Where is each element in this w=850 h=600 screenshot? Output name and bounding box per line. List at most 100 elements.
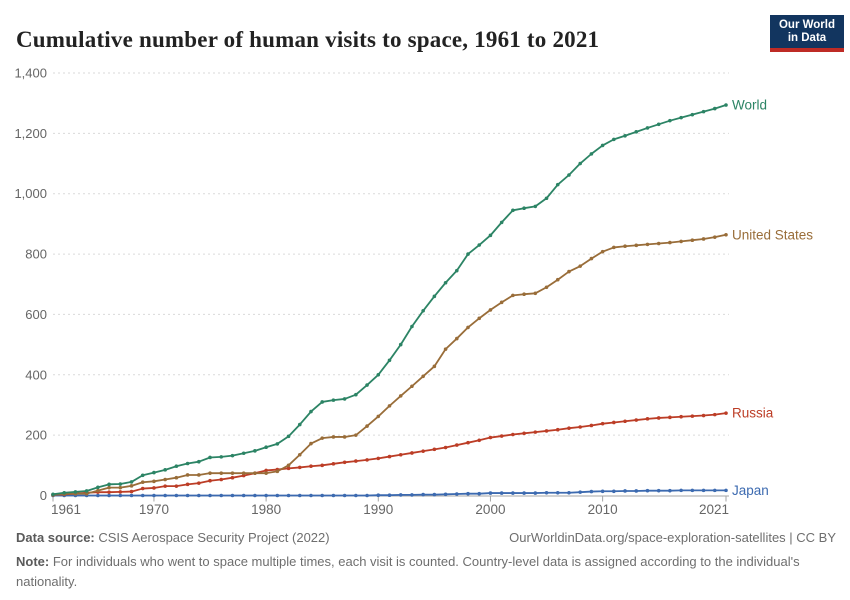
series-dot-japan	[241, 493, 246, 498]
series-dot-world	[488, 233, 493, 238]
series-dot-united-states	[241, 471, 246, 475]
series-dot-russia	[376, 456, 381, 461]
series-dot-world	[410, 324, 414, 329]
series-dot-russia	[612, 420, 616, 425]
series-dot-world	[623, 133, 627, 138]
series-dot-japan	[387, 493, 392, 497]
series-dot-world	[656, 122, 661, 127]
series-dot-world	[118, 482, 123, 486]
series-dot-united-states	[96, 488, 100, 493]
series-dot-world	[309, 409, 313, 414]
series-dot-united-states	[309, 441, 313, 446]
series-dot-russia	[320, 463, 325, 468]
series-dot-united-states	[174, 475, 179, 480]
series-dot-united-states	[656, 241, 661, 246]
x-tick-label: 2000	[475, 502, 505, 517]
series-dot-united-states	[286, 463, 291, 468]
series-dot-russia	[511, 432, 515, 437]
series-dot-japan	[376, 493, 381, 497]
series-dot-world	[376, 372, 381, 377]
y-tick-label: 800	[25, 247, 47, 262]
series-dot-japan	[712, 488, 717, 493]
series-dot-united-states	[421, 374, 425, 379]
series-dot-russia	[634, 418, 639, 422]
series-dot-japan	[623, 489, 627, 493]
series-dot-japan	[174, 493, 179, 498]
series-dot-world	[477, 243, 482, 247]
series-dot-russia	[712, 412, 717, 417]
series-dot-russia	[264, 468, 268, 473]
series-dot-japan	[286, 493, 291, 498]
series-dot-united-states	[645, 242, 650, 247]
series-dot-russia	[208, 478, 212, 483]
series-dot-russia	[219, 477, 224, 482]
series-dot-united-states	[387, 404, 392, 408]
series-dot-russia	[443, 445, 448, 450]
series-dot-japan	[309, 493, 313, 498]
series-dot-united-states	[600, 249, 605, 254]
series-dot-japan	[578, 490, 582, 494]
series-dot-world	[589, 152, 594, 156]
series-dot-russia	[668, 415, 672, 420]
series-dot-russia	[286, 466, 291, 471]
series-dot-russia	[152, 486, 156, 490]
series-end-label-japan: Japan	[732, 483, 769, 498]
series-dot-united-states	[354, 433, 358, 437]
series-dot-japan	[264, 493, 268, 498]
series-dot-united-states	[331, 435, 336, 439]
series-dot-japan	[645, 488, 650, 493]
series-dot-united-states	[544, 285, 549, 290]
series-dot-world	[297, 422, 302, 427]
chart-title: Cumulative number of human visits to spa…	[16, 27, 600, 53]
series-dot-world	[365, 383, 369, 387]
x-tick-label: 2010	[588, 502, 618, 517]
series-dot-world	[342, 397, 347, 401]
series-dot-russia	[129, 489, 134, 494]
series-dot-united-states	[578, 264, 582, 268]
series-dot-japan	[511, 491, 515, 495]
series-dot-russia	[488, 435, 493, 440]
y-tick-label: 200	[25, 428, 47, 443]
series-dot-russia	[623, 419, 627, 424]
series-dot-united-states	[499, 300, 504, 305]
series-dot-japan	[443, 492, 448, 497]
series-dot-russia	[354, 459, 358, 463]
series-dot-world	[84, 489, 89, 493]
series-dot-russia	[140, 486, 145, 491]
series-dot-world	[152, 470, 156, 475]
series-dot-united-states	[398, 394, 403, 398]
series-dot-world	[253, 449, 257, 453]
series-dot-russia	[477, 438, 482, 443]
series-dot-world	[107, 482, 111, 487]
series-dot-japan	[342, 493, 347, 498]
series-dot-russia	[567, 426, 571, 431]
series-dot-world	[544, 196, 549, 201]
series-dot-united-states	[107, 485, 111, 490]
series-dot-japan	[365, 493, 369, 498]
series-dot-world	[600, 143, 605, 148]
series-dot-japan	[107, 493, 111, 498]
series-dot-united-states	[589, 256, 594, 261]
series-dot-japan	[129, 493, 134, 498]
series-dot-world	[455, 268, 459, 273]
series-dot-world	[421, 309, 425, 313]
series-dot-russia	[555, 427, 560, 432]
series-dot-world	[499, 220, 504, 225]
series-dot-world	[73, 490, 78, 494]
series-dot-russia	[656, 416, 661, 420]
series-dot-russia	[118, 490, 123, 494]
series-dot-russia	[600, 421, 605, 426]
note-text: For individuals who went to space multip…	[16, 554, 800, 590]
series-dot-japan	[421, 492, 425, 497]
series-dot-russia	[690, 414, 695, 418]
series-dot-japan	[185, 493, 190, 498]
series-dot-japan	[432, 492, 437, 497]
series-dot-united-states	[320, 436, 325, 440]
y-tick-label: 1,400	[14, 66, 47, 81]
series-dot-japan	[499, 491, 504, 495]
series-dot-japan	[600, 489, 605, 494]
series-dot-japan	[533, 491, 538, 495]
series-dot-russia	[107, 490, 111, 494]
series-dot-world	[432, 294, 437, 299]
series-dot-russia	[331, 462, 336, 466]
